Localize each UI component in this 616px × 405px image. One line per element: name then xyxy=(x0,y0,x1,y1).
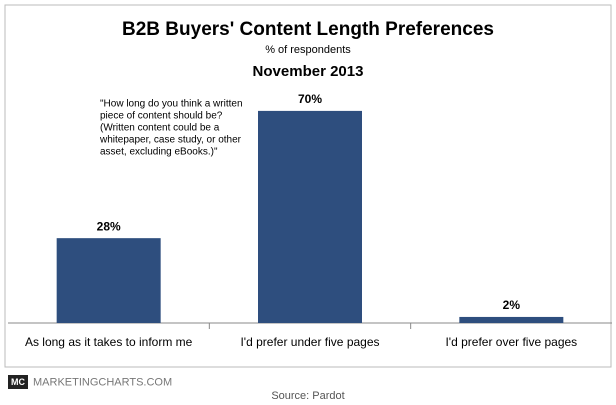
annotation: piece of content should be? xyxy=(100,111,223,122)
bar xyxy=(258,110,362,324)
logo: MC xyxy=(11,377,25,387)
chart-subtitle: % of respondents xyxy=(265,44,351,56)
chart-title: B2B Buyers' Content Length Preferences xyxy=(122,19,494,40)
value-label: 70% xyxy=(298,92,322,106)
chart-date: November 2013 xyxy=(253,63,364,80)
logo-box xyxy=(8,375,28,389)
annotation: asset, excluding eBooks.)" xyxy=(100,147,218,158)
x-tick-label: I'd prefer over five pages xyxy=(445,335,577,349)
source: Source: Pardot xyxy=(271,390,344,402)
bar xyxy=(459,316,564,323)
value-label: 2% xyxy=(503,298,521,312)
annotation: whitepaper, case study, or other xyxy=(99,135,242,146)
annotation: (Written content could be a xyxy=(100,123,220,134)
value-label: 28% xyxy=(97,219,121,233)
x-tick-label: I'd prefer under five pages xyxy=(240,335,379,349)
x-tick-label: As long as it takes to inform me xyxy=(25,335,193,349)
site: MARKETINGCHARTS.COM xyxy=(33,376,172,388)
bar xyxy=(56,238,161,323)
annotation: "How long do you think a written xyxy=(100,99,243,110)
